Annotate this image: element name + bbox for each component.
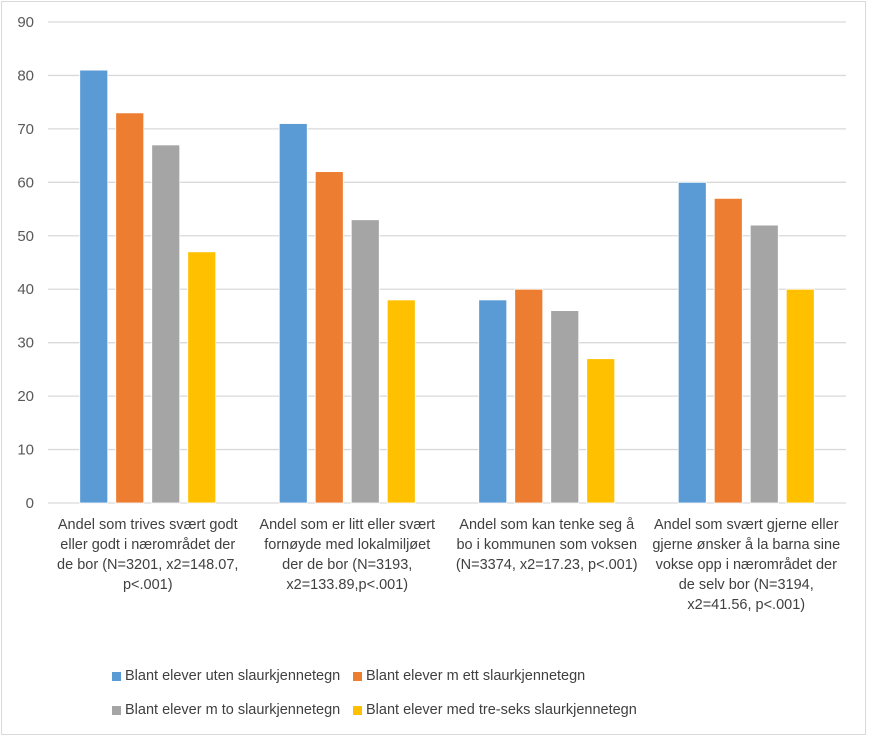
bar: [151, 144, 181, 504]
y-tick-label: 10: [17, 442, 34, 459]
legend-item: Blant elever uten slaurkjennetegn: [112, 668, 340, 684]
bar: [550, 310, 580, 504]
bar: [749, 224, 779, 504]
legend-label: Blant elever med tre-seks slaurkjenneteg…: [366, 702, 637, 718]
y-tick-label: 0: [26, 495, 34, 512]
y-tick-label: 60: [17, 174, 34, 191]
legend-swatch-icon: [112, 671, 121, 681]
y-tick-label: 50: [17, 228, 34, 245]
x-category-label: Andel som svært gjerne eller gjerne ønsk…: [652, 517, 841, 613]
legend-swatch-icon: [353, 705, 362, 715]
y-tick-label: 40: [17, 281, 34, 298]
bar: [713, 197, 743, 504]
legend-label: Blant elever m to slaurkjennetegn: [125, 702, 341, 718]
y-tick-label: 30: [17, 335, 34, 352]
y-tick-label: 80: [17, 67, 34, 84]
bar: [115, 112, 145, 504]
legend-item: Blant elever m ett slaurkjennetegn: [353, 668, 585, 684]
bar: [386, 299, 416, 504]
x-category-label: Andel som er litt eller svært fornøyde m…: [259, 517, 436, 593]
legend-swatch-icon: [353, 671, 362, 681]
legend-item: Blant elever m to slaurkjennetegn: [112, 702, 340, 718]
legend-label: Blant elever uten slaurkjennetegn: [125, 668, 341, 684]
bar: [514, 288, 544, 504]
bar: [677, 181, 707, 504]
bar: [785, 288, 815, 504]
legend-swatch-icon: [112, 705, 121, 715]
legend-item: Blant elever med tre-seks slaurkjenneteg…: [353, 702, 637, 718]
bar: [278, 123, 308, 504]
bar: [79, 69, 109, 504]
y-tick-label: 70: [17, 121, 34, 138]
y-tick-label: 20: [17, 388, 34, 405]
x-category-label: Andel som kan tenke seg å bo i kommunen …: [455, 517, 638, 573]
bar: [478, 299, 508, 504]
bar: [314, 171, 344, 504]
bar: [350, 219, 380, 504]
legend-label: Blant elever m ett slaurkjennetegn: [366, 668, 586, 684]
x-category-label: Andel som trives svært godt eller godt i…: [57, 517, 239, 593]
bar: [187, 251, 217, 504]
y-tick-label: 90: [17, 14, 34, 31]
bar: [586, 358, 616, 504]
